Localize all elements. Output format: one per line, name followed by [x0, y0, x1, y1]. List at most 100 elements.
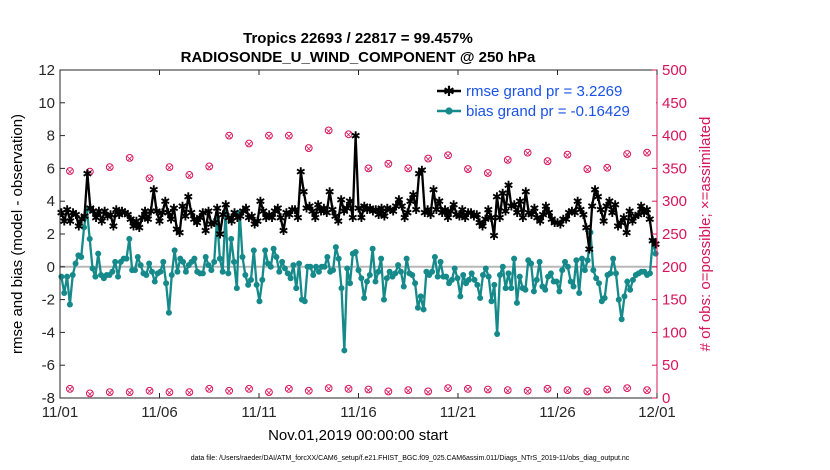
obs-low-cross: ×	[146, 387, 154, 397]
rmse-line	[60, 134, 657, 250]
y-right-tick-label: 400	[662, 128, 687, 145]
obs-high-circle	[284, 131, 293, 140]
bias-point	[151, 278, 158, 285]
bias-point	[72, 260, 79, 267]
bias-point	[417, 293, 424, 300]
bias-point	[451, 265, 458, 272]
obs-low-circle	[623, 384, 632, 393]
obs-high-cross: ×	[325, 127, 333, 137]
bias-point	[400, 283, 407, 290]
rmse-point: ✱	[368, 205, 378, 219]
rmse-point: ✱	[290, 203, 300, 217]
rmse-point: ✱	[622, 226, 632, 240]
y-left-tick-label: -4	[42, 324, 55, 341]
x-axis: 11/01 11/06 11/11 11/16 11/21 11/26 12/01	[42, 70, 676, 421]
obs-high-cross: ×	[464, 165, 472, 175]
rmse-point: ✱	[160, 195, 170, 209]
rmse-point: ✱	[619, 211, 629, 225]
bias-point	[629, 276, 636, 283]
bias-point	[324, 253, 331, 260]
rmse-point: ✱	[593, 190, 603, 204]
bias-point	[208, 267, 215, 274]
bias-point	[290, 262, 297, 269]
bias-point	[347, 280, 354, 287]
bias-point	[89, 265, 96, 272]
obs-high-cross: ×	[345, 131, 353, 141]
y-left-tick-label: 10	[38, 95, 55, 112]
bias-point	[358, 275, 365, 282]
rmse-point: ✱	[480, 213, 490, 227]
rmse-point: ✱	[394, 193, 404, 207]
bias-point	[199, 270, 206, 277]
rmse-point: ✱	[501, 205, 511, 219]
rmse-point: ✱	[175, 226, 185, 240]
rmse-point: ✱	[253, 214, 263, 228]
bias-point	[536, 258, 543, 265]
bias-point	[372, 278, 379, 285]
obs-low-cross: ×	[305, 387, 313, 397]
bias-point	[92, 273, 99, 280]
rmse-point: ✱	[426, 208, 436, 222]
bias-point	[66, 301, 73, 308]
bias-point	[567, 278, 574, 285]
rmse-point: ✱	[59, 214, 69, 228]
bias-point	[564, 263, 571, 270]
bias-point	[293, 285, 300, 292]
rmse-point: ✱	[538, 208, 548, 222]
rmse-point: ✱	[227, 214, 237, 228]
obs-low-circle	[304, 386, 313, 395]
obs-high-circle	[125, 154, 134, 162]
bias-point	[437, 258, 444, 265]
x-tick-label: 11/26	[539, 404, 575, 421]
obs-low-circle	[265, 388, 273, 396]
bias-point	[576, 290, 583, 297]
rmse-point: ✱	[114, 208, 124, 222]
rmse-point: ✱	[547, 213, 557, 227]
rmse-point: ✱	[273, 201, 283, 215]
rmse-point: ✱	[550, 216, 560, 230]
bias-point	[434, 273, 441, 280]
y-axis-left-label: rmse and bias (model - observation)	[9, 114, 26, 354]
obs-low-circle	[503, 386, 512, 395]
bias-point	[562, 258, 569, 265]
rmse-point: ✱	[105, 208, 115, 222]
bias-point	[533, 276, 540, 283]
rmse-point: ✱	[388, 205, 398, 219]
y-right-tick-label: 50	[662, 357, 679, 374]
rmse-point: ✱	[316, 205, 326, 219]
obs-low-cross: ×	[385, 388, 393, 398]
rmse-point: ✱	[382, 201, 392, 215]
bias-point	[233, 285, 240, 292]
y-left-tick-label: -8	[42, 390, 55, 407]
rmse-point: ✱	[198, 206, 208, 220]
bias-point	[58, 273, 65, 280]
y-left-tick-label: 6	[47, 160, 55, 177]
bias-point	[174, 268, 181, 275]
rmse-point: ✱	[454, 209, 464, 223]
obs-low-cross: ×	[404, 387, 412, 397]
rmse-point: ✱	[581, 221, 591, 235]
obs-high-cross: ×	[524, 149, 532, 159]
rmse-point: ✱	[215, 228, 225, 242]
bias-point	[485, 273, 492, 280]
y-left-tick-label: 2	[47, 226, 55, 243]
rmse-point: ✱	[152, 205, 162, 219]
rmse-point: ✱	[157, 206, 167, 220]
bias-point	[482, 265, 489, 272]
bias-point	[81, 224, 88, 231]
obs-high-circle	[205, 162, 214, 171]
rmse-point: ✱	[232, 211, 242, 225]
bias-point	[612, 270, 619, 277]
obs-high-circle	[384, 159, 393, 168]
bias-point	[165, 309, 172, 316]
bias-point	[191, 255, 198, 262]
obs-high-cross: ×	[444, 152, 452, 162]
bias-point	[137, 262, 144, 269]
bias-point	[86, 235, 93, 242]
obs-low-circle	[125, 388, 134, 396]
rmse-point: ✱	[192, 216, 202, 230]
obs-high-cross: ×	[245, 140, 253, 150]
rmse-point: ✱	[460, 211, 470, 225]
y-right-tick-label: 150	[662, 292, 687, 309]
rmse-point: ✱	[108, 219, 118, 233]
